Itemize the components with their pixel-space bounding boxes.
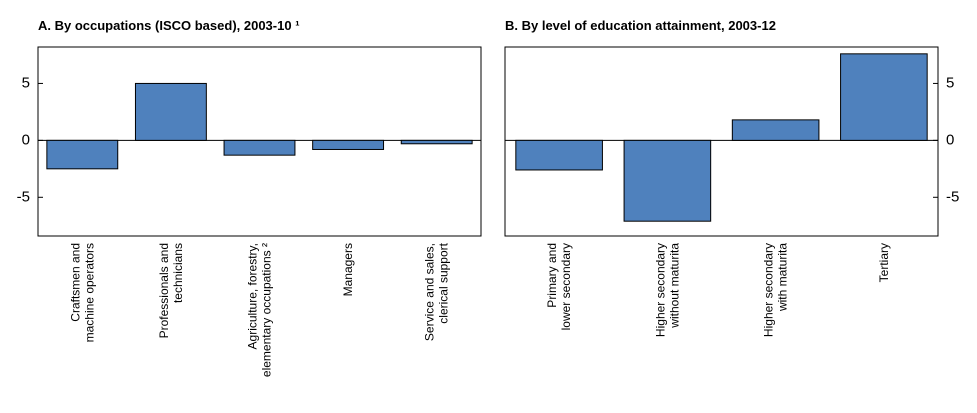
plot-frame [504, 46, 939, 237]
x-tick-label: lower secondary [559, 243, 573, 330]
x-tick-label: Craftsmen and [68, 243, 82, 322]
x-tick-label: clerical support [437, 242, 451, 323]
panel-title: A. By occupations (ISCO based), 2003-10 … [38, 18, 300, 33]
y-tick-label: -5 [17, 188, 30, 205]
x-tick-label: Higher secondary [653, 243, 667, 337]
x-tick-label: Managers [341, 243, 355, 296]
x-tick-label: Service and sales, [423, 243, 437, 341]
y-tick-label: 5 [946, 74, 954, 91]
bar [731, 119, 820, 141]
x-tick-label: Primary and [545, 243, 559, 308]
x-tick-label: technicians [171, 243, 185, 303]
x-tick-label: with maturita [776, 243, 790, 312]
bar [623, 139, 712, 222]
y-tick-label: 5 [22, 74, 30, 91]
y-tick-label: -5 [946, 188, 959, 205]
plot-frame [37, 46, 482, 237]
x-tick-label: without maturita [667, 243, 681, 329]
x-tick-label: Professionals and [157, 243, 171, 338]
bar [46, 139, 119, 170]
y-tick-label: 0 [946, 131, 954, 148]
bar [840, 53, 928, 141]
x-tick-label: Tertiary [877, 243, 891, 282]
x-tick-label: Higher secondary [762, 243, 776, 337]
panel-title: B. By level of education attainment, 200… [505, 18, 776, 33]
bar [134, 82, 207, 141]
x-tick-label: machine operators [82, 243, 96, 342]
x-tick-label: Agriculture, forestry, [246, 243, 260, 349]
x-tick-label: elementary occupations ² [260, 243, 274, 377]
bar [312, 139, 385, 150]
bar [515, 139, 603, 171]
bar [400, 139, 473, 145]
y-tick-label: 0 [22, 131, 30, 148]
bar [223, 139, 296, 156]
